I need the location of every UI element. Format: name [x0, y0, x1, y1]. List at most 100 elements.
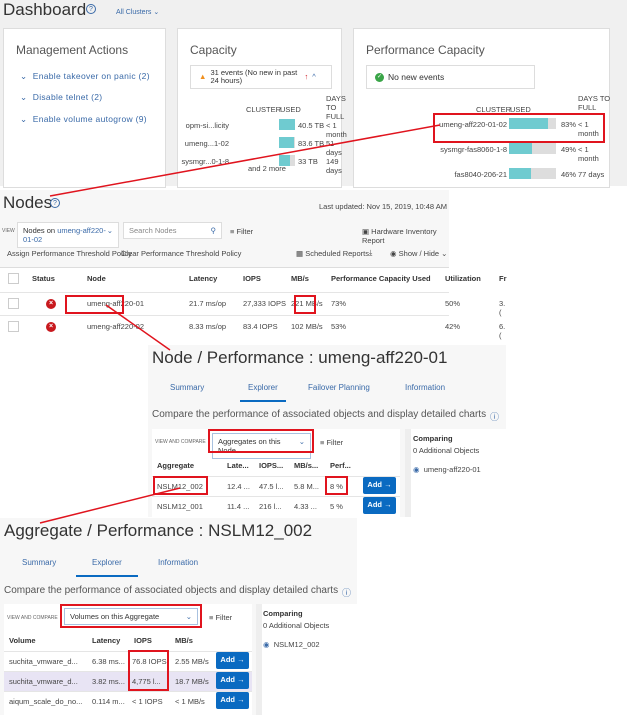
cell-iops: < 1 IOPS [132, 697, 163, 706]
tab-summary[interactable]: Summary [22, 558, 57, 567]
more-link[interactable]: and 2 more [248, 164, 286, 173]
days-to-full: 149 days [326, 157, 342, 175]
help-icon[interactable]: ⓘ [490, 412, 500, 422]
col-header[interactable]: Status [32, 274, 55, 283]
col-header[interactable]: MB/s [175, 636, 193, 645]
cluster-name: umeng-aff220-01-02 [439, 120, 507, 129]
volume-link[interactable]: suchita_vmware_d... [9, 657, 78, 666]
aggregate-link[interactable]: NSLM12_001 [157, 502, 203, 511]
add-button[interactable]: Add → [363, 497, 396, 514]
days-to-full: < 1 month [578, 120, 599, 138]
aggregate-link[interactable]: NSLM12_002 [157, 482, 203, 491]
cell-latency: 11.4 ... [227, 502, 250, 511]
chevron-up-icon[interactable]: ^ [312, 72, 316, 81]
row-checkbox[interactable] [8, 321, 19, 332]
page-title: Nodes [3, 193, 53, 212]
col-header[interactable]: IOPS... [259, 461, 284, 470]
events-banner[interactable]: ✓ No new events [366, 65, 535, 89]
search-input[interactable]: Search Nodes ⚲ [123, 222, 222, 239]
assign-policy-link[interactable]: Assign Performance Threshold Policy [7, 249, 132, 258]
compared-object[interactable]: ◉ umeng-aff220-01 [413, 465, 481, 474]
add-button[interactable]: Add → [363, 477, 396, 494]
events-banner[interactable]: ▲ 31 events (No new in past 24 hours) ↑ ^ [190, 65, 332, 89]
row-checkbox[interactable] [8, 298, 19, 309]
col-header[interactable]: Late... [227, 461, 249, 470]
col-header[interactable]: MB/s [291, 274, 309, 283]
add-button[interactable]: Add → [216, 692, 249, 709]
clear-policy-link[interactable]: Clear Performance Threshold Policy [121, 249, 242, 258]
col-header[interactable]: Perf... [330, 461, 351, 470]
page-title: Node / Performance : umeng-aff220-01 [152, 348, 448, 367]
action-telnet[interactable]: ⌄ Disable telnet (2) [20, 92, 103, 102]
hardware-report-link[interactable]: ▣ Hardware Inventory Report [362, 227, 437, 245]
cell-iops: 47.5 l... [259, 482, 284, 491]
view-dropdown[interactable]: Nodes on umeng-aff220-01-02 ⌄ [17, 222, 119, 248]
help-icon[interactable]: ? [86, 4, 96, 14]
tab-explorer[interactable]: Explorer [76, 558, 138, 577]
col-header: CLUSTER [476, 105, 512, 114]
download-icon[interactable]: ⤓ [369, 248, 373, 257]
volume-link[interactable]: aiqum_scale_do_no... [9, 697, 83, 706]
cell-latency: 12.4 ... [227, 482, 250, 491]
col-header[interactable]: IOPS [243, 274, 261, 283]
cell-iops: 4,775 l... [132, 677, 161, 686]
col-header[interactable]: Latency [92, 636, 121, 645]
col-header[interactable]: Aggregate [157, 461, 195, 470]
col-header[interactable]: Utilization [445, 274, 481, 283]
tab-failover-planning[interactable]: Failover Planning [308, 383, 370, 392]
cell-node[interactable]: umeng-aff220-02 [87, 322, 144, 331]
page-title: Dashboard [3, 0, 87, 19]
col-header[interactable]: MB/s... [294, 461, 319, 470]
col-header[interactable]: IOPS [134, 636, 152, 645]
view-label: VIEW AND COMPARE [7, 615, 58, 621]
table-row [0, 292, 449, 315]
cell-mbs: < 1 MB/s [175, 697, 205, 706]
tab-information[interactable]: Information [158, 558, 199, 567]
col-header[interactable]: Latency [189, 274, 218, 283]
calendar-icon: ▦ [296, 249, 304, 258]
used-value: 83.6 TB [298, 139, 325, 148]
compared-object[interactable]: ◉ NSLM12_002 [263, 640, 320, 649]
highlight-box [208, 429, 314, 453]
col-header[interactable]: Fr [499, 274, 507, 283]
col-header[interactable]: Volume [9, 636, 36, 645]
show-hide-button[interactable]: ◉ Show / Hide ⌄ [390, 249, 448, 258]
add-button[interactable]: Add → [216, 652, 249, 669]
cell-mbs: 2.55 MB/s [175, 657, 209, 666]
cluster-name: umeng...1-02 [184, 139, 229, 148]
col-header: USED [280, 105, 301, 114]
action-takeover[interactable]: ⌄ Enable takeover on panic (2) [20, 71, 150, 81]
cluster-selector[interactable]: All Clusters ⌄ [116, 8, 159, 16]
comparing-panel [405, 429, 506, 517]
cell-mbs: 221 MB/s [291, 299, 323, 308]
error-status-icon: × [46, 299, 56, 309]
tab-explorer[interactable]: Explorer [240, 383, 286, 402]
cell-node[interactable]: umeng-aff220-01 [87, 299, 144, 308]
comparing-title: Comparing [413, 434, 453, 443]
filter-button[interactable]: ≡ Filter [209, 613, 233, 622]
select-all-checkbox[interactable] [8, 273, 19, 284]
cell-pcu: 53% [331, 322, 347, 331]
help-icon[interactable]: ⓘ [342, 588, 352, 598]
tab-summary[interactable]: Summary [170, 383, 205, 392]
cell-util: 50% [445, 299, 461, 308]
col-header: USED [510, 105, 531, 114]
col-header[interactable]: Node [87, 274, 106, 283]
action-autogrow[interactable]: ⌄ Enable volume autogrow (9) [20, 114, 147, 124]
tab-information[interactable]: Information [405, 383, 446, 392]
volume-link[interactable]: suchita_vmware_d... [9, 677, 78, 686]
cell-fr: 3.( [499, 299, 506, 317]
view-dropdown[interactable]: Volumes on this Aggregate ⌄ [64, 608, 198, 625]
add-button[interactable]: Add → [216, 672, 249, 689]
filter-button[interactable]: ≡ Filter [320, 438, 344, 447]
col-header[interactable]: Performance Capacity Used [331, 274, 431, 283]
filter-button[interactable]: ≡ Filter [230, 227, 254, 236]
cluster-name: sysmgr...0-1-8 [181, 157, 229, 166]
used-percent: 46% [561, 170, 577, 179]
help-icon[interactable]: ? [50, 198, 60, 208]
scheduled-reports-link[interactable]: ▦ Scheduled Reports [296, 249, 369, 258]
eye-icon: ◉ [390, 249, 397, 258]
chevron-down-icon: ⌄ [106, 226, 113, 235]
view-dropdown[interactable]: Aggregates on this Node ⌄ [212, 433, 311, 459]
last-updated: Last updated: Nov 15, 2019, 10:48 AM [318, 202, 447, 211]
